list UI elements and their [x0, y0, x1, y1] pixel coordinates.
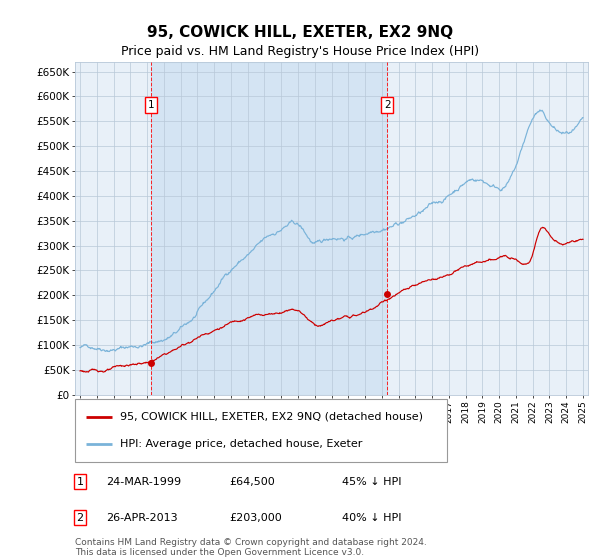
Text: 2: 2	[384, 100, 391, 110]
Text: Price paid vs. HM Land Registry's House Price Index (HPI): Price paid vs. HM Land Registry's House …	[121, 45, 479, 58]
Text: £64,500: £64,500	[229, 477, 275, 487]
Text: 45% ↓ HPI: 45% ↓ HPI	[342, 477, 401, 487]
Text: 1: 1	[148, 100, 154, 110]
Text: Contains HM Land Registry data © Crown copyright and database right 2024.
This d: Contains HM Land Registry data © Crown c…	[75, 538, 427, 557]
Text: 2: 2	[77, 512, 83, 522]
Point	[382, 290, 392, 298]
Text: 95, COWICK HILL, EXETER, EX2 9NQ (detached house): 95, COWICK HILL, EXETER, EX2 9NQ (detach…	[119, 412, 422, 422]
Text: 40% ↓ HPI: 40% ↓ HPI	[342, 512, 401, 522]
Text: 95, COWICK HILL, EXETER, EX2 9NQ: 95, COWICK HILL, EXETER, EX2 9NQ	[147, 25, 453, 40]
Text: 26-APR-2013: 26-APR-2013	[106, 512, 178, 522]
Text: 1: 1	[77, 477, 83, 487]
Text: 24-MAR-1999: 24-MAR-1999	[106, 477, 181, 487]
FancyBboxPatch shape	[75, 399, 447, 462]
Bar	[151, 62, 387, 395]
Text: HPI: Average price, detached house, Exeter: HPI: Average price, detached house, Exet…	[119, 440, 362, 450]
Text: £203,000: £203,000	[229, 512, 281, 522]
Point	[146, 358, 156, 367]
